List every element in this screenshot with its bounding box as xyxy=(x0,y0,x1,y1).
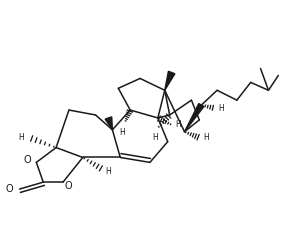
Polygon shape xyxy=(165,71,175,90)
Text: H: H xyxy=(218,104,224,113)
Polygon shape xyxy=(184,104,204,132)
Text: H: H xyxy=(176,120,181,129)
Text: H: H xyxy=(19,133,25,142)
Text: O: O xyxy=(6,184,14,194)
Text: H: H xyxy=(105,167,111,176)
Text: O: O xyxy=(24,155,32,165)
Polygon shape xyxy=(105,117,112,130)
Text: H: H xyxy=(152,133,158,142)
Text: O: O xyxy=(65,181,73,191)
Text: H: H xyxy=(119,128,125,137)
Text: H: H xyxy=(203,133,209,142)
